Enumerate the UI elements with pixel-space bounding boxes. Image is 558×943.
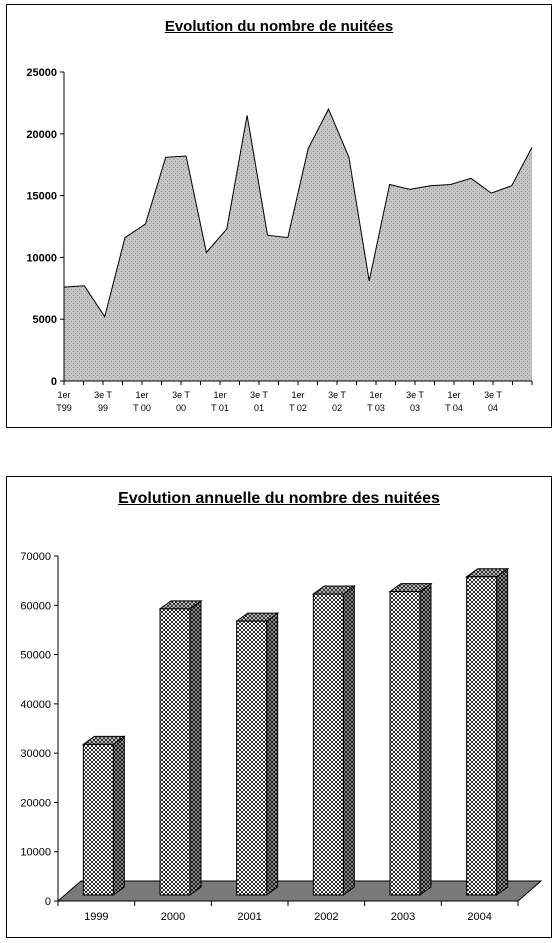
bar-2004 [465, 567, 510, 896]
bar-chart-3d: 0 10000 20000 30000 40000 50000 60000 70000 1999… [20, 551, 543, 923]
x-tick-label: 00 [176, 403, 186, 413]
x-tick-label: 1er [135, 390, 148, 400]
area-chart: 0 5000 10000 15000 20000 25000 1er T99 3e T 99 1er… [26, 67, 533, 413]
x-tick-label: 2004 [467, 911, 491, 923]
bar-side [266, 612, 279, 896]
y-tick-label: 0 [45, 896, 51, 908]
y-tick-label: 10000 [26, 252, 57, 264]
x-tick-label: 2002 [314, 911, 338, 923]
x-tick-label: T 01 [211, 403, 229, 413]
x-tick-label: 02 [332, 403, 342, 413]
y-tick-label: 15000 [26, 191, 57, 203]
x-tick-label: T99 [56, 403, 72, 413]
x-tick-label: 3e T [250, 390, 268, 400]
y-tick-label: 60000 [20, 600, 51, 612]
x-tick-label: 3e T [328, 390, 346, 400]
x-tick-label: 1er [57, 390, 70, 400]
x-tick-label: T 02 [289, 403, 307, 413]
bar-2001 [235, 612, 280, 896]
bar-front [159, 608, 191, 896]
chart-panel-nights-quarterly: Evolution du nombre de nuitées 0 5000 1000… [6, 4, 552, 428]
x-tick-label: T 03 [367, 403, 385, 413]
x-tick-label: 2001 [237, 911, 261, 923]
bar-front [466, 576, 498, 896]
x-tick-label: 99 [98, 403, 108, 413]
y-tick-label: 0 [51, 376, 57, 388]
bar-front [312, 593, 344, 896]
x-tick-label: 03 [410, 403, 420, 413]
chart-title: Evolution annuelle du nombre des nuitées [118, 490, 440, 507]
x-tick-label: 2003 [391, 911, 415, 923]
y-tick-label: 70000 [20, 551, 51, 563]
x-tick-label: 3e T [172, 390, 190, 400]
bar-front [82, 743, 114, 896]
x-tick-label: 3e T [94, 390, 112, 400]
y-tick-label: 5000 [33, 314, 57, 326]
y-tick-label: 20000 [26, 129, 57, 141]
y-tick-label: 30000 [20, 748, 51, 760]
bar-side [419, 582, 432, 896]
chart-panel-nights-yearly: Evolution annuelle du nombre des nuitées… [6, 476, 552, 938]
bar-2003 [388, 582, 433, 896]
x-tick-label: 1er [369, 390, 382, 400]
x-tick-label: 1er [447, 390, 460, 400]
y-tick-label: 20000 [20, 797, 51, 809]
x-tick-label: 3e T [484, 390, 502, 400]
bar-2002 [311, 585, 356, 896]
bar-front [389, 591, 421, 896]
x-tick-label: 01 [254, 403, 264, 413]
x-tick-label: 04 [488, 403, 498, 413]
y-tick-label: 10000 [20, 847, 51, 859]
bar-side [342, 585, 355, 896]
area-series-line [63, 107, 533, 318]
bar-side [496, 567, 509, 896]
area-series [64, 109, 532, 381]
x-tick-label: T 00 [133, 403, 151, 413]
bar-2000 [158, 599, 203, 896]
x-tick-label: 3e T [406, 390, 424, 400]
chart-title: Evolution du nombre de nuitées [164, 18, 394, 35]
x-tick-label: 1999 [84, 911, 108, 923]
bar-1999 [81, 735, 126, 896]
x-tick-label: 2000 [161, 911, 185, 923]
x-tick-label: T 04 [445, 403, 463, 413]
y-tick-label: 40000 [20, 699, 51, 711]
x-tick-label: 1er [213, 390, 226, 400]
y-tick-label: 50000 [20, 650, 51, 662]
bar-side [189, 599, 202, 896]
y-tick-label: 25000 [26, 67, 57, 79]
bar-side [112, 735, 125, 896]
bar-front [236, 620, 268, 896]
x-tick-label: 1er [291, 390, 304, 400]
